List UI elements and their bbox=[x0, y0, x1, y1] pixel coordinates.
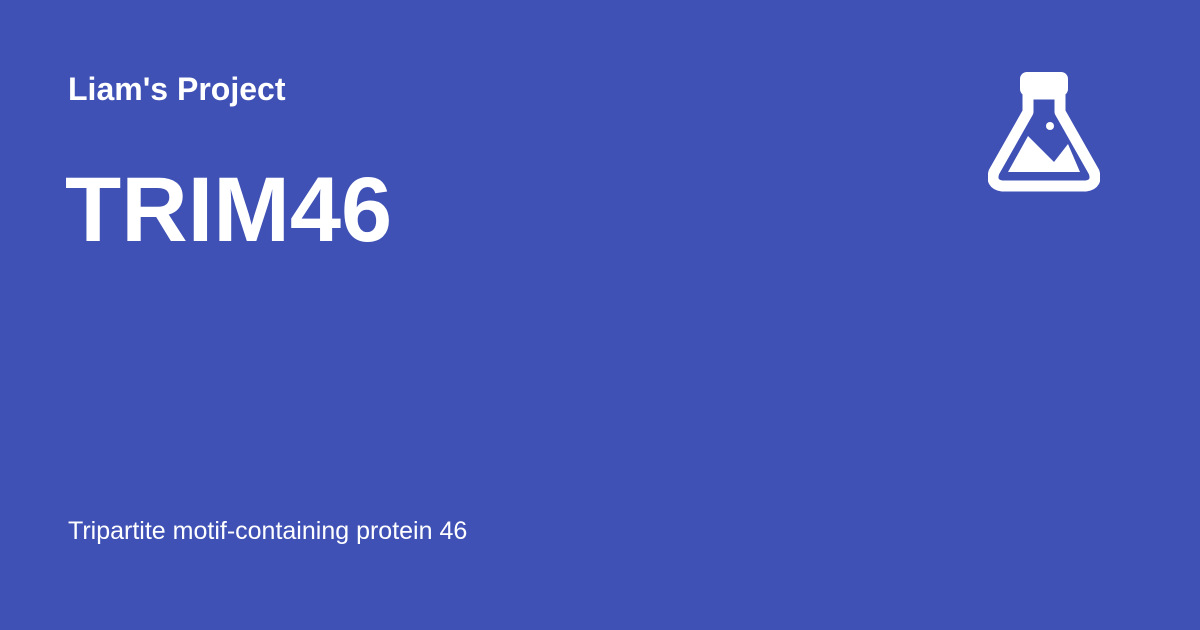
page-description: Tripartite motif-containing protein 46 bbox=[68, 517, 468, 545]
page-title: TRIM46 bbox=[65, 159, 393, 261]
project-name: Liam's Project bbox=[68, 71, 286, 107]
flask-icon bbox=[988, 72, 1100, 192]
